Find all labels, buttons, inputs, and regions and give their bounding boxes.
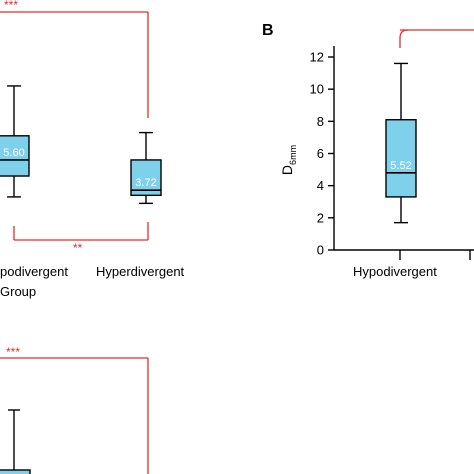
panel-b-letter: B bbox=[262, 22, 274, 39]
significance-label-top: *** bbox=[4, 0, 18, 12]
panel-b-chart: B Hypodivergent D6mm bbox=[262, 22, 474, 279]
panel-a-median-label-0: 5.60 bbox=[3, 147, 24, 159]
panel-b-significance-bracket-corner bbox=[399, 29, 409, 39]
panel-a-category-label-0: podivergent bbox=[0, 264, 68, 279]
panel-a-x-axis-label: Group bbox=[0, 284, 36, 299]
panel-b-y-tick-label-2: 4 bbox=[317, 178, 324, 193]
panel-b-y-axis-label: D6mm bbox=[279, 145, 298, 175]
panel-a-chart: *** ** podivergent Hyperdivergent Group bbox=[0, 0, 185, 299]
panel-a-category-label-1: Hyperdivergent bbox=[96, 264, 185, 279]
panel-b-y-tick-label-4: 8 bbox=[317, 114, 324, 129]
panel-b-y-tick-label-3: 6 bbox=[317, 146, 324, 161]
panel-a-box-0 bbox=[0, 135, 30, 177]
panel-a-median-label-1: 3.72 bbox=[135, 177, 156, 189]
panel-c-chart: *** bbox=[0, 345, 149, 474]
panel-c-significance-label: *** bbox=[6, 345, 20, 359]
panel-b-y-tick-label-0: 0 bbox=[317, 243, 324, 258]
panel-b-y-tick-label-5: 10 bbox=[310, 82, 324, 97]
panel-b-y-tick-label-6: 12 bbox=[310, 50, 324, 65]
panel-b-median-label-0: 5.52 bbox=[390, 160, 411, 172]
panel-b-y-tick-label-1: 2 bbox=[317, 210, 324, 225]
svg-text:D6mm: D6mm bbox=[279, 145, 298, 175]
panel-c-box bbox=[0, 469, 31, 474]
panel-b-box-0 bbox=[385, 119, 417, 198]
panel-b-category-label-0: Hypodivergent bbox=[353, 264, 437, 279]
significance-label-bottom: ** bbox=[73, 241, 83, 255]
